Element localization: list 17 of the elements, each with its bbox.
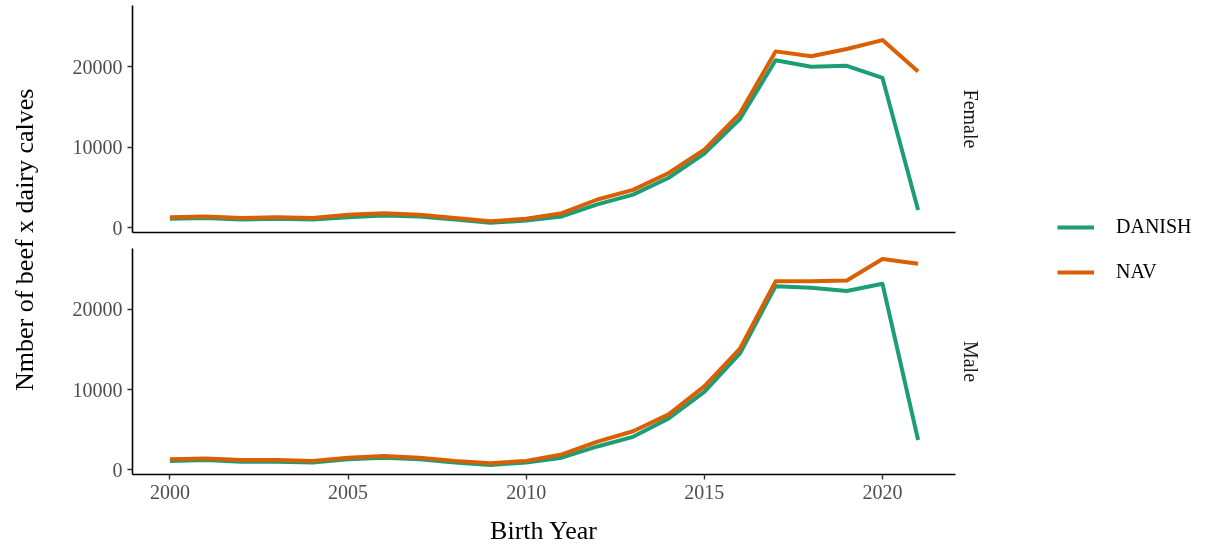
x-tick-label: 2010	[506, 480, 547, 503]
legend-label: DANISH	[1116, 215, 1192, 238]
y-tick-label: 0	[112, 216, 123, 239]
y-tick-label: 10000	[72, 136, 123, 159]
x-axis-title: Birth Year	[490, 515, 598, 545]
y-tick-label: 10000	[72, 378, 123, 401]
y-axis-title: Nmber of beef x dairy calves	[9, 87, 40, 394]
y-tick-label: 20000	[72, 55, 123, 78]
x-tick-label: 2015	[684, 480, 725, 503]
text: Male	[959, 340, 982, 383]
y-tick-label: 0	[112, 458, 123, 481]
text: Female	[959, 89, 982, 149]
x-tick-label: 2005	[328, 480, 369, 503]
legend-label: NAV	[1116, 260, 1157, 283]
x-tick-label: 2020	[862, 480, 903, 503]
y-tick-label: 20000	[72, 298, 123, 321]
x-tick-label: 2000	[149, 480, 190, 503]
